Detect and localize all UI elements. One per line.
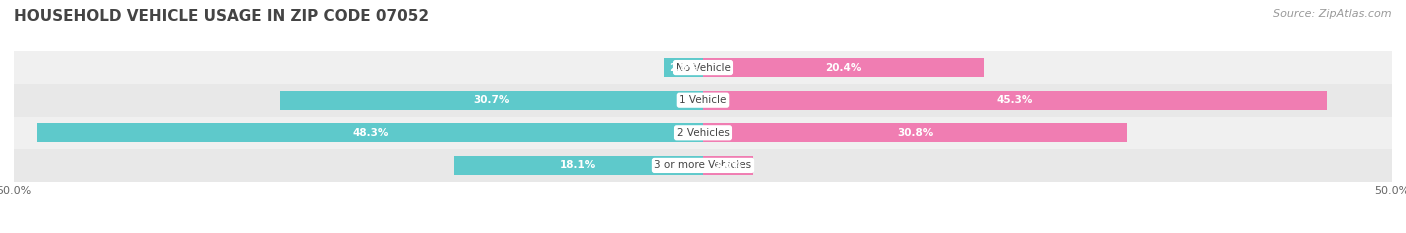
Text: No Vehicle: No Vehicle [675, 63, 731, 72]
Bar [703, 123, 1128, 142]
Bar [280, 91, 703, 110]
Text: HOUSEHOLD VEHICLE USAGE IN ZIP CODE 07052: HOUSEHOLD VEHICLE USAGE IN ZIP CODE 0705… [14, 9, 429, 24]
Text: 3.6%: 3.6% [713, 161, 742, 170]
Bar [703, 156, 752, 175]
Text: 30.7%: 30.7% [474, 95, 510, 105]
Text: 30.8%: 30.8% [897, 128, 934, 138]
Text: 2.8%: 2.8% [669, 63, 699, 72]
Bar [38, 123, 703, 142]
Bar [14, 84, 1392, 116]
Bar [703, 58, 984, 77]
Text: 2 Vehicles: 2 Vehicles [676, 128, 730, 138]
Text: 45.3%: 45.3% [997, 95, 1033, 105]
Bar [665, 58, 703, 77]
Text: 20.4%: 20.4% [825, 63, 862, 72]
Bar [14, 149, 1392, 182]
Bar [454, 156, 703, 175]
Text: 3 or more Vehicles: 3 or more Vehicles [654, 161, 752, 170]
Text: Source: ZipAtlas.com: Source: ZipAtlas.com [1274, 9, 1392, 19]
Bar [703, 91, 1327, 110]
Text: 1 Vehicle: 1 Vehicle [679, 95, 727, 105]
Text: 48.3%: 48.3% [352, 128, 388, 138]
Text: 18.1%: 18.1% [560, 161, 596, 170]
Bar [14, 51, 1392, 84]
Bar [14, 116, 1392, 149]
